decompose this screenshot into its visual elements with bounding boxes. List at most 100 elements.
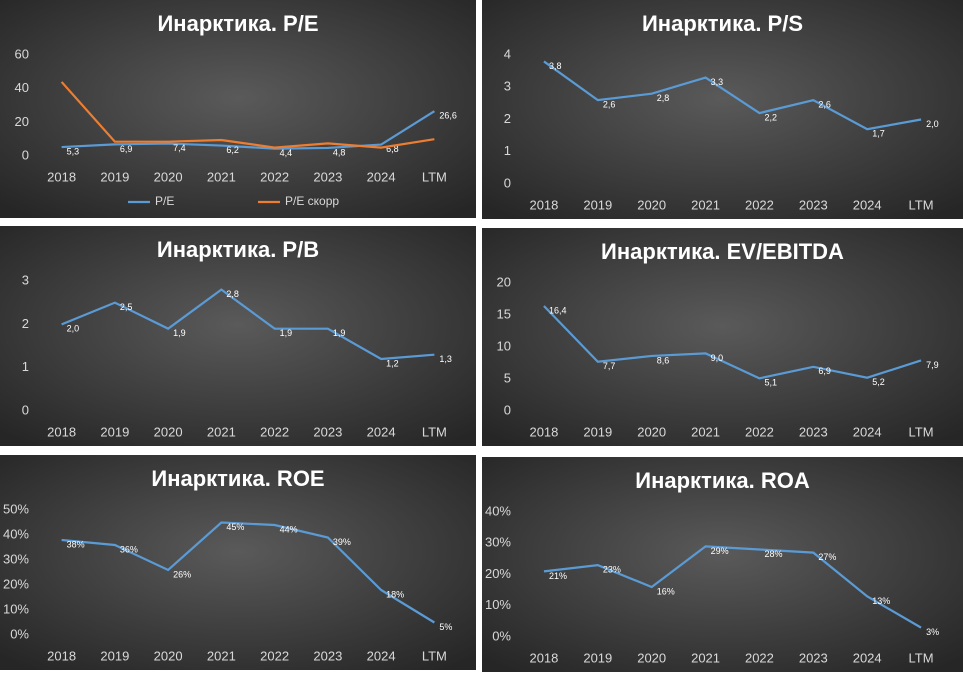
y-tick-label: 1 <box>504 143 511 158</box>
x-tick-label: 2018 <box>47 648 76 663</box>
x-tick-label: 2020 <box>154 648 183 663</box>
y-tick-label: 3 <box>504 79 511 94</box>
data-label: 1,2 <box>386 358 399 368</box>
x-tick-label: 2020 <box>637 424 666 439</box>
x-tick-label: LTM <box>909 650 934 665</box>
panel <box>0 226 476 446</box>
series-line <box>61 521 435 624</box>
x-tick-label: 2020 <box>637 650 666 665</box>
y-tick-label: 5 <box>504 370 511 385</box>
data-label: 2,6 <box>603 100 616 110</box>
data-label: 2,8 <box>226 289 239 299</box>
data-label: 13% <box>872 596 890 606</box>
data-label: 16% <box>657 586 675 596</box>
y-tick-label: 30% <box>485 535 511 550</box>
y-tick-label: 0 <box>22 402 29 417</box>
data-label: 18% <box>386 589 404 599</box>
x-tick-label: 2021 <box>207 648 236 663</box>
data-label: 2,8 <box>657 93 670 103</box>
x-tick-label: 2020 <box>154 424 183 439</box>
data-label: 8,6 <box>657 355 670 365</box>
x-tick-label: 2022 <box>745 650 774 665</box>
data-label: 28% <box>764 549 782 559</box>
y-tick-label: 0 <box>22 147 29 162</box>
y-tick-label: 20% <box>3 576 29 591</box>
x-tick-label: 2024 <box>367 424 396 439</box>
y-tick-label: 0 <box>504 402 511 417</box>
data-label: 2,6 <box>818 100 831 110</box>
data-label: 44% <box>280 524 298 534</box>
chart-title: Инарктика. EV/EBITDA <box>601 239 844 264</box>
data-label: 6,8 <box>386 144 399 154</box>
data-label: 4,8 <box>333 147 346 157</box>
x-tick-label: LTM <box>422 648 447 663</box>
x-tick-label: 2019 <box>100 169 129 184</box>
x-tick-label: 2023 <box>799 424 828 439</box>
series-line <box>543 545 922 629</box>
data-label: 9,0 <box>711 353 724 363</box>
data-label: 29% <box>711 546 729 556</box>
x-tick-label: 2019 <box>583 197 612 212</box>
x-tick-label: 2023 <box>799 197 828 212</box>
x-tick-label: LTM <box>422 169 447 184</box>
x-tick-label: 2020 <box>637 197 666 212</box>
data-label: 6,9 <box>818 366 831 376</box>
x-tick-label: 2021 <box>691 650 720 665</box>
y-tick-label: 30% <box>3 551 29 566</box>
data-label: 6,9 <box>120 144 133 154</box>
data-label: 26% <box>173 569 191 579</box>
y-tick-label: 60 <box>15 46 29 61</box>
x-tick-label: 2024 <box>853 197 882 212</box>
x-tick-label: 2019 <box>583 650 612 665</box>
data-label: 16,4 <box>549 305 567 315</box>
series-line <box>61 110 435 150</box>
data-label: 2,0 <box>926 119 939 129</box>
series-line <box>60 81 435 149</box>
x-tick-label: 2024 <box>367 648 396 663</box>
series-line <box>543 60 922 131</box>
x-tick-label: 2022 <box>260 169 289 184</box>
x-tick-label: 2022 <box>260 648 289 663</box>
chart-title: Инарктика. P/E <box>157 11 318 36</box>
y-tick-label: 20% <box>485 566 511 581</box>
y-tick-label: 15 <box>497 306 511 321</box>
data-label: 1,9 <box>333 328 346 338</box>
data-label: 23% <box>603 565 621 575</box>
data-label: 2,0 <box>67 324 80 334</box>
x-tick-label: 2021 <box>691 197 720 212</box>
data-label: 26,6 <box>439 111 457 121</box>
x-tick-label: 2020 <box>154 169 183 184</box>
x-tick-label: 2021 <box>207 169 236 184</box>
x-tick-label: 2019 <box>583 424 612 439</box>
data-label: 5,1 <box>764 378 777 388</box>
data-label: 4,4 <box>280 148 293 158</box>
y-tick-label: 10% <box>3 601 29 616</box>
data-label: 1,3 <box>439 354 452 364</box>
y-tick-label: 40 <box>15 80 29 95</box>
x-tick-label: 2024 <box>367 169 396 184</box>
x-tick-label: 2021 <box>691 424 720 439</box>
x-tick-label: 2023 <box>799 650 828 665</box>
x-tick-label: 2019 <box>100 424 129 439</box>
data-label: 2,5 <box>120 302 133 312</box>
x-tick-label: 2021 <box>207 424 236 439</box>
data-label: 7,7 <box>603 361 616 371</box>
data-label: 27% <box>818 552 836 562</box>
data-label: 1,9 <box>173 328 186 338</box>
data-label: 45% <box>226 522 244 532</box>
y-tick-label: 50% <box>3 501 29 516</box>
y-tick-label: 2 <box>22 316 29 331</box>
x-tick-label: 2024 <box>853 424 882 439</box>
x-tick-label: 2023 <box>313 424 342 439</box>
data-label: 5,3 <box>67 146 80 156</box>
panel <box>0 455 476 670</box>
y-tick-label: 3 <box>22 272 29 287</box>
x-tick-label: 2018 <box>529 650 558 665</box>
y-tick-label: 10% <box>485 597 511 612</box>
data-label: 1,7 <box>872 129 885 139</box>
data-label: 5,2 <box>872 377 885 387</box>
y-tick-label: 1 <box>22 359 29 374</box>
y-tick-label: 10 <box>497 338 511 353</box>
x-tick-label: LTM <box>422 424 447 439</box>
